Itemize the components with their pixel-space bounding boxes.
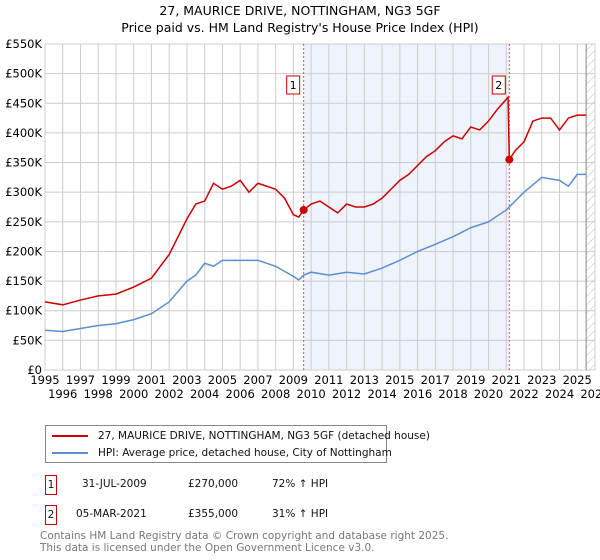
forecast-hatch <box>586 44 595 370</box>
property-line <box>44 95 587 306</box>
y-tick-label: £50K <box>13 333 43 347</box>
sale-label: 2 <box>495 79 502 92</box>
plot-frame <box>44 43 596 371</box>
x-tick-label: 2003 <box>172 373 201 387</box>
x-tick-label: 2014 <box>367 387 396 401</box>
x-tick-label: 1997 <box>66 373 95 387</box>
x-tick-label: 2011 <box>314 373 343 387</box>
x-tick-label: 2008 <box>261 387 290 401</box>
x-tick-label: 2002 <box>155 387 184 401</box>
y-tick-label: £550K <box>5 37 42 51</box>
sale-row: 1 31-JUL-2009 £270,000 72% ↑ HPI <box>45 475 445 495</box>
sale-label-box <box>286 75 301 95</box>
x-tick-label: 2010 <box>296 387 325 401</box>
x-tick-label: 2012 <box>332 387 361 401</box>
sale-period-shade <box>303 44 510 370</box>
footer: Contains HM Land Registry data © Crown c… <box>40 530 448 554</box>
sale-row: 2 05-MAR-2021 £355,000 31% ↑ HPI <box>45 505 445 525</box>
x-tick-label: 1999 <box>101 373 130 387</box>
legend-item-hpi: HPI: Average price, detached house, City… <box>46 445 392 461</box>
footer-line: This data is licensed under the Open Gov… <box>40 542 375 554</box>
x-tick-label: 2007 <box>243 373 272 387</box>
y-tick-label: £350K <box>5 156 42 170</box>
y-tick-label: £400K <box>5 126 42 140</box>
x-tick-label: 2024 <box>545 387 574 401</box>
x-tick-label: 2013 <box>350 373 379 387</box>
legend-swatch-blue <box>52 452 88 454</box>
x-tick-label: 2025 <box>563 373 592 387</box>
footer-line: Contains HM Land Registry data © Crown c… <box>40 530 449 542</box>
legend-item-property: 27, MAURICE DRIVE, NOTTINGHAM, NG3 5GF (… <box>46 428 430 444</box>
y-tick-label: £500K <box>5 67 42 81</box>
sale-marker: 1 <box>45 475 57 495</box>
x-tick-label: 2009 <box>279 373 308 387</box>
x-tick-label: 2006 <box>226 387 255 401</box>
x-tick-label: 2000 <box>119 387 148 401</box>
sale-point <box>505 155 514 164</box>
x-tick-label: 2005 <box>208 373 237 387</box>
y-tick-label: £0 <box>27 363 42 377</box>
chart-title: 27, MAURICE DRIVE, NOTTINGHAM, NG3 5GF <box>159 3 440 18</box>
sale-label-box <box>491 75 506 95</box>
sale-hpi: 31% ↑ HPI <box>272 508 329 520</box>
x-tick-label: 2016 <box>403 387 432 401</box>
x-tick-label: 1998 <box>84 387 113 401</box>
sale-hpi: 72% ↑ HPI <box>272 478 329 490</box>
y-tick-label: £300K <box>5 185 42 199</box>
x-tick-label: 2021 <box>492 373 521 387</box>
y-tick-label: £450K <box>5 96 42 110</box>
price-chart: 27, MAURICE DRIVE, NOTTINGHAM, NG3 5GF P… <box>5 3 600 401</box>
legend-swatch-red <box>52 435 88 437</box>
y-tick-label: £250K <box>5 215 42 229</box>
x-tick-label: 1995 <box>30 373 59 387</box>
chart-subtitle: Price paid vs. HM Land Registry's House … <box>121 20 478 35</box>
sale-point <box>299 205 308 214</box>
x-tick-label: 2026 <box>580 387 600 401</box>
y-tick-label: £200K <box>5 244 42 258</box>
x-tick-label: 2017 <box>421 373 450 387</box>
sale-price: £355,000 <box>188 508 239 520</box>
legend: 27, MAURICE DRIVE, NOTTINGHAM, NG3 5GF (… <box>45 425 430 463</box>
sale-date: 31-JUL-2009 <box>82 478 147 490</box>
legend-label: 27, MAURICE DRIVE, NOTTINGHAM, NG3 5GF (… <box>98 430 430 442</box>
x-tick-label: 1996 <box>48 387 77 401</box>
x-tick-label: 2015 <box>385 373 414 387</box>
x-tick-label: 2020 <box>474 387 503 401</box>
x-tick-label: 2023 <box>527 373 556 387</box>
x-tick-label: 2019 <box>456 373 485 387</box>
sale-price: £270,000 <box>188 478 239 490</box>
legend-label: HPI: Average price, detached house, City… <box>98 447 392 459</box>
x-tick-label: 2004 <box>190 387 219 401</box>
x-tick-label: 2018 <box>438 387 467 401</box>
hpi-line <box>44 173 587 333</box>
sale-label: 1 <box>290 79 297 92</box>
sale-date: 05-MAR-2021 <box>76 508 147 520</box>
x-tick-label: 2022 <box>509 387 538 401</box>
x-tick-label: 2001 <box>137 373 166 387</box>
y-tick-label: £100K <box>5 304 42 318</box>
sale-marker: 2 <box>45 505 57 525</box>
y-tick-label: £150K <box>5 274 42 288</box>
